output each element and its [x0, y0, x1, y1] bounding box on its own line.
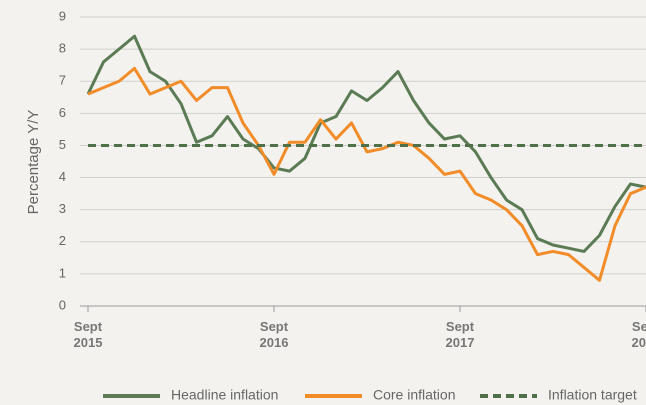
x-tick-label: Sept 2017 — [446, 319, 475, 350]
x-tick-label: Sept2018 — [632, 319, 646, 350]
y-tick-label: 0 — [59, 297, 66, 312]
y-tick-label: 4 — [59, 169, 66, 184]
x-tick-label: Sept 2015 — [74, 319, 103, 350]
legend-label: Headline inflation — [171, 387, 278, 403]
x-tick-label-line: 2017 — [446, 335, 475, 350]
y-tick-label: 1 — [59, 265, 66, 280]
y-tick-label: 3 — [59, 201, 66, 216]
y-axis-label: Percentage Y/Y — [25, 110, 42, 215]
line-series — [86, 34, 646, 253]
x-tick-label-line: Sept — [74, 319, 103, 334]
y-tick-label: 9 — [59, 8, 66, 23]
y-tick-label: 7 — [59, 73, 66, 88]
y-tick-label: 8 — [59, 41, 66, 56]
x-tick-label-line: 2015 — [74, 335, 103, 350]
x-tick-label: Sept 2016 — [260, 319, 289, 350]
x-tick-label-line: Sept — [446, 319, 475, 334]
x-tick-label-line: Sept — [632, 319, 646, 334]
line-series — [87, 66, 646, 282]
y-tick-label: 6 — [59, 105, 66, 120]
x-tick-label-line: 2016 — [260, 335, 289, 350]
y-tick-label: 2 — [59, 233, 66, 248]
x-tick-label-line: Sept — [260, 319, 289, 334]
legend-label: Inflation target — [548, 387, 637, 403]
y-tick-label: 5 — [59, 137, 66, 152]
legend-label: Core inflation — [373, 387, 456, 403]
x-tick-label-line: 2018 — [632, 335, 646, 350]
